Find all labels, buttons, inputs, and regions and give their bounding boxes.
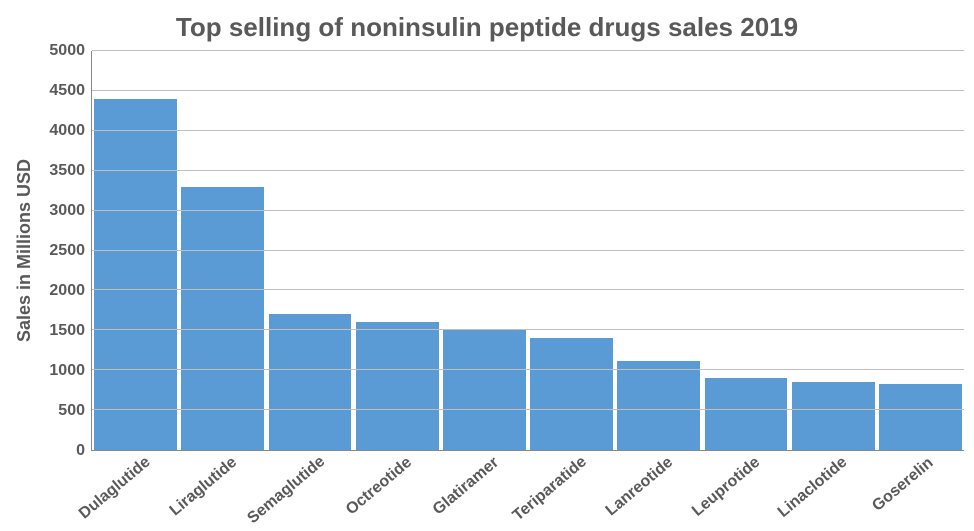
chart-title: Top selling of noninsulin peptide drugs … [10, 12, 964, 43]
x-slot: Leuprotide [703, 451, 790, 531]
bar [617, 361, 700, 450]
y-axis: 0500100015002000250030003500400045005000 [39, 51, 91, 451]
bars-group [92, 51, 964, 450]
grid-line [92, 130, 964, 131]
plot-area: Sales in Millions USD 050010001500200025… [10, 51, 964, 451]
grid-line [92, 409, 964, 410]
bar-slot [702, 51, 789, 450]
x-slot: Teriparatide [528, 451, 615, 531]
bar-slot [266, 51, 353, 450]
bar-slot [179, 51, 266, 450]
x-slot: Octreotide [354, 451, 441, 531]
y-tick-label: 2500 [49, 242, 85, 260]
bar [705, 378, 788, 450]
x-tick-label: Dulaglutide [76, 453, 154, 523]
y-tick-label: 4000 [49, 122, 85, 140]
x-tick-label: Octreotide [342, 454, 415, 519]
grid-line [92, 210, 964, 211]
x-slot: Semaglutide [267, 451, 354, 531]
x-tick-label: Glatiramer [430, 454, 503, 519]
grid-line [92, 329, 964, 330]
grid-line [92, 369, 964, 370]
bar [181, 187, 264, 450]
bar-slot [790, 51, 877, 450]
x-slot: Lanreotide [615, 451, 702, 531]
bar-slot [92, 51, 179, 450]
grid-line [92, 50, 964, 51]
y-tick-label: 5000 [49, 42, 85, 60]
bar [356, 322, 439, 450]
bar-slot [877, 51, 964, 450]
bar-slot [354, 51, 441, 450]
bar [94, 99, 177, 450]
bar-slot [528, 51, 615, 450]
x-slot: Dulaglutide [93, 451, 180, 531]
y-tick-label: 500 [58, 402, 85, 420]
y-tick-label: 4500 [49, 82, 85, 100]
bar [443, 329, 526, 450]
bar [530, 338, 613, 450]
x-slot: Linaclotide [790, 451, 877, 531]
bar-slot [441, 51, 528, 450]
chart-container: Top selling of noninsulin peptide drugs … [0, 0, 974, 526]
grid-line [92, 250, 964, 251]
bar [792, 382, 875, 450]
x-slot: Goserelin [877, 451, 964, 531]
y-tick-label: 2000 [49, 282, 85, 300]
x-tick-label: Goserelin [870, 454, 938, 515]
plot [91, 51, 964, 451]
y-tick-label: 3500 [49, 162, 85, 180]
y-tick-label: 3000 [49, 202, 85, 220]
bar [269, 314, 352, 450]
bar [879, 384, 962, 450]
grid-line [92, 289, 964, 290]
grid-line [92, 90, 964, 91]
y-tick-label: 1500 [49, 322, 85, 340]
y-tick-label: 0 [76, 442, 85, 460]
grid-line [92, 170, 964, 171]
bar-slot [615, 51, 702, 450]
y-tick-label: 1000 [49, 362, 85, 380]
x-axis: DulaglutideLiraglutideSemaglutideOctreot… [93, 451, 965, 531]
y-axis-label: Sales in Millions USD [10, 159, 39, 342]
